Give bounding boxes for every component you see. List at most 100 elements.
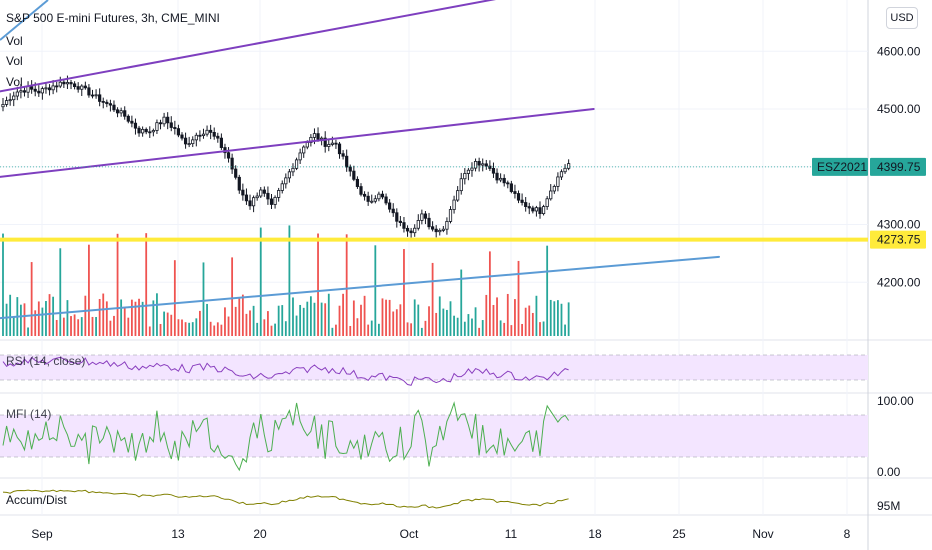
candle-body [287, 171, 292, 179]
volume-bar [2, 233, 4, 336]
candle-body [226, 152, 231, 159]
candle-body [83, 85, 87, 89]
volume-bar [220, 324, 223, 336]
candle-body [209, 129, 213, 133]
candle-body [101, 101, 105, 103]
volume-bar [478, 327, 481, 336]
candle-body [395, 212, 399, 222]
volume-bar [531, 312, 534, 336]
volume-legend-3[interactable]: Vol [6, 75, 23, 89]
volume-bar [481, 320, 484, 336]
volume-bar [306, 301, 309, 336]
candle-body [40, 88, 44, 94]
price-tick-label: 4300.00 [877, 218, 921, 232]
volume-bar [170, 314, 173, 336]
volume-bar [195, 318, 198, 336]
volume-bar [241, 294, 244, 336]
volume-bar [488, 251, 491, 336]
candle-body [144, 128, 148, 133]
candle-body [151, 130, 155, 133]
candle-body [216, 135, 220, 139]
candle-body [373, 198, 377, 202]
volume-bar [446, 309, 448, 336]
volume-bar [77, 319, 80, 336]
candle-body [44, 87, 48, 90]
candle-body [549, 190, 553, 200]
volume-legend-1[interactable]: Vol [6, 34, 23, 48]
volume-bar [514, 299, 516, 336]
candle-body [531, 207, 535, 212]
volume-bar [191, 322, 194, 336]
candle-body [452, 199, 456, 210]
mfi-tick-0: 0.00 [877, 465, 901, 479]
oscillator-bands [0, 354, 868, 458]
volume-legend-2[interactable]: Vol [6, 54, 23, 68]
drawing-lines[interactable] [0, 0, 868, 321]
candle-body [516, 193, 521, 201]
volume-bar [424, 320, 427, 336]
candle-body [183, 137, 188, 145]
volume-bar [413, 299, 416, 336]
time-axis[interactable]: Sep 13 20 Oct 11 18 25 Nov 8 [31, 527, 850, 541]
indicator-labels: RSI (14, close) MFI (14) Accum/Dist [6, 354, 85, 507]
price-axis[interactable]: 4200.004300.004400.004500.004600.00100.0… [812, 44, 926, 513]
symbol-title[interactable]: S&P 500 E-mini Futures, 3h, CME_MINI [6, 11, 220, 25]
candle-body [509, 183, 513, 192]
candle-body [327, 144, 331, 147]
candle-body [173, 127, 177, 130]
volume-bar [356, 318, 359, 336]
volume-bar [148, 326, 151, 336]
volume-bar [20, 304, 22, 336]
candle-body [191, 139, 195, 145]
candle-body [513, 191, 517, 194]
currency-button[interactable]: USD [886, 7, 918, 29]
volume-bar [327, 293, 330, 336]
volume-bar [109, 320, 112, 336]
time-tick-label-11: 11 [505, 527, 518, 541]
volume-bar [288, 225, 291, 336]
candle-body [556, 176, 560, 187]
volume-bar [378, 323, 380, 336]
candle-body [73, 83, 77, 88]
candle-body [481, 163, 485, 166]
candle-body [352, 170, 356, 180]
candle-body [420, 213, 424, 221]
price-tick-label: 4500.00 [877, 102, 921, 116]
candle-body [51, 85, 55, 91]
candle-body [255, 195, 259, 199]
volume-bar [471, 318, 473, 336]
candle-body [348, 166, 352, 172]
candle-body [8, 99, 12, 102]
accum-dist-line [2, 489, 569, 509]
volume-bar [277, 305, 280, 336]
volume-bar [553, 301, 556, 336]
candle-body [362, 193, 367, 197]
volume-bar [213, 325, 216, 336]
candle-body [205, 129, 209, 135]
mfi-tick-100: 100.00 [877, 394, 914, 408]
last-price-badge-text: 4399.75 [877, 160, 921, 174]
candle-body [484, 163, 488, 167]
volume-bar [37, 301, 40, 336]
candle-body [305, 142, 309, 148]
candle-body [169, 122, 173, 128]
accum-dist-label: Accum/Dist [6, 493, 67, 507]
candle-body [337, 143, 342, 155]
volume-bar [48, 294, 51, 336]
volume-bar [91, 316, 94, 336]
candle-body [405, 227, 410, 232]
volume-bar [503, 322, 506, 336]
volume-bar [12, 317, 15, 336]
candle-body [559, 171, 564, 178]
volume-bar [546, 245, 549, 336]
candle-body [294, 159, 299, 169]
volume-bar [249, 310, 251, 336]
volume-bar [467, 314, 470, 336]
volume-bar [95, 316, 97, 336]
candle-body [302, 146, 306, 154]
volume-bar [539, 322, 541, 336]
volume-bar [30, 262, 33, 336]
volume-bar [209, 321, 212, 336]
candle-body [123, 110, 127, 117]
